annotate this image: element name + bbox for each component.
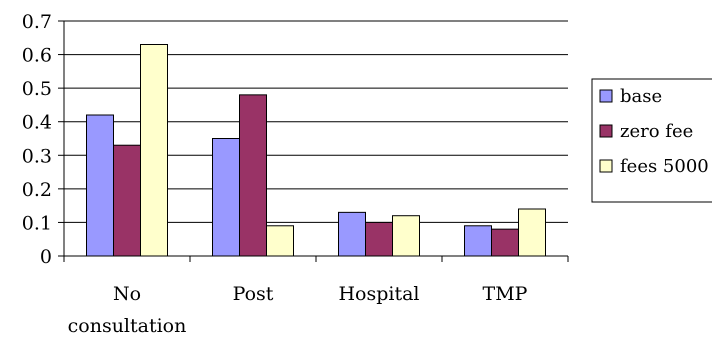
bar-zero-fee-0 <box>113 144 141 257</box>
bar-base-0 <box>86 114 114 257</box>
x-tick-label: TMP <box>483 283 528 305</box>
bar-fees-5000-3 <box>518 208 546 257</box>
legend-label: fees 5000 <box>620 156 709 177</box>
bar-zero-fee-2 <box>365 221 393 257</box>
bar-fees-5000-2 <box>392 215 420 257</box>
legend-label: zero fee <box>620 121 693 142</box>
y-tick-label: 0 <box>40 246 52 268</box>
bar-fees-5000-0 <box>140 44 168 257</box>
y-tick-label: 0.3 <box>22 145 52 167</box>
y-tick-label: 0.5 <box>22 78 52 100</box>
bar-base-2 <box>338 211 366 257</box>
bar-base-3 <box>464 225 492 257</box>
legend-swatch <box>599 89 613 103</box>
legend-swatch <box>599 159 613 173</box>
x-tick-label: Hospital <box>338 283 419 305</box>
y-tick-label: 0.7 <box>22 11 52 33</box>
legend-label: base <box>620 86 662 107</box>
x-axis: No consultation Post Hospital TMP <box>63 255 569 337</box>
y-tick-label: 0.4 <box>22 112 52 134</box>
legend: base zero fee fees 5000 <box>591 78 712 203</box>
bars <box>86 44 546 257</box>
legend-swatch <box>599 124 613 138</box>
x-tick-label: consultation <box>68 315 187 337</box>
bar-base-1 <box>212 138 240 257</box>
bar-zero-fee-1 <box>239 94 267 257</box>
y-tick-label: 0.6 <box>22 45 52 67</box>
y-tick-label: 0.1 <box>22 212 52 234</box>
x-tick-label: No <box>113 283 141 305</box>
y-tick-label: 0.2 <box>22 179 52 201</box>
x-tick-label: Post <box>233 283 274 305</box>
y-axis: 0 0.1 0.2 0.3 0.4 0.5 0.6 0.7 <box>22 11 65 268</box>
bar-zero-fee-3 <box>491 228 519 257</box>
bar-fees-5000-1 <box>266 225 294 257</box>
